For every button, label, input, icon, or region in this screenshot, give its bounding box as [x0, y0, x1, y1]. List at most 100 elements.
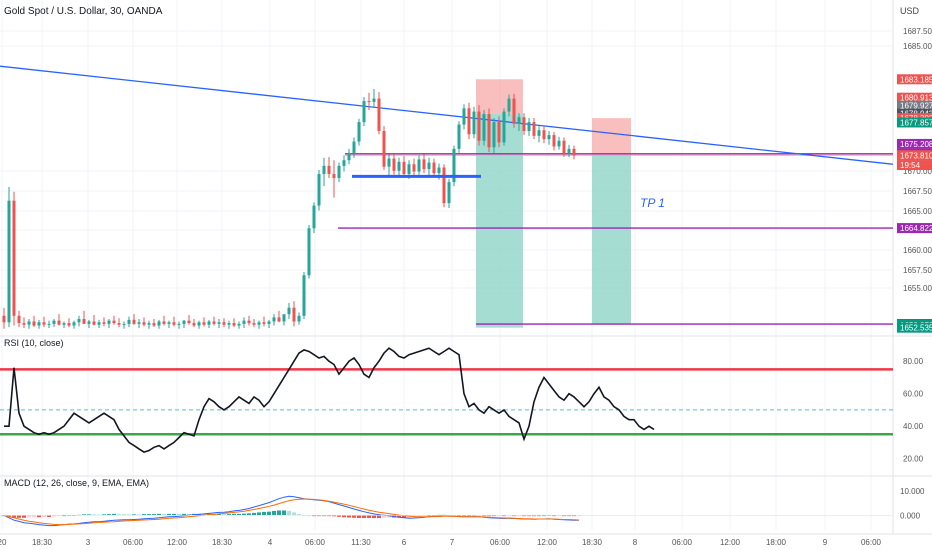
candle-body: [417, 159, 421, 172]
macd-histogram-bar: [252, 512, 256, 516]
macd-histogram-bar: [307, 515, 311, 517]
price-tick-label: 1655.000: [903, 284, 932, 293]
price-tick-label: 1687.500: [903, 27, 932, 36]
candle-body: [227, 323, 231, 325]
time-axis[interactable]: 20 18:30 3 06:00 12:00 18:30 4 06:00 11:30 6 7 06:0…: [0, 538, 882, 547]
macd-histogram-bar: [117, 514, 121, 516]
candle-body: [402, 161, 406, 174]
macd-histogram-bar: [202, 513, 206, 516]
macd-histogram-bar: [552, 515, 556, 517]
rsi-tick-label: 80.00: [903, 357, 924, 366]
candle-body: [97, 322, 101, 325]
macd-histogram-bar: [237, 513, 241, 516]
macd-histogram-bar: [57, 515, 61, 517]
time-tick-label: 7: [450, 538, 455, 547]
macd-histogram-bar: [22, 515, 26, 518]
macd-histogram-bar: [287, 510, 291, 516]
candle-body: [237, 323, 241, 326]
macd-histogram-bar: [267, 511, 271, 516]
macd-pane[interactable]: [0, 495, 893, 527]
candle-body: [142, 322, 146, 325]
time-tick-label: 8: [633, 538, 638, 547]
price-label: 1679.927: [900, 102, 932, 111]
chart-title: Gold Spot / U.S. Dollar, 30, OANDA: [4, 6, 163, 17]
macd-histogram-bar: [112, 513, 116, 516]
macd-histogram-bar: [357, 515, 361, 519]
candle-body: [552, 135, 556, 147]
macd-signal-line: [3, 498, 580, 526]
macd-histogram-bar: [557, 515, 561, 517]
candle-body: [172, 322, 176, 325]
macd-tick-label: 10.000: [900, 487, 925, 496]
candle-body: [382, 131, 386, 167]
macd-histogram-bar: [352, 515, 356, 518]
candle-body: [412, 164, 416, 172]
candle-body: [452, 148, 456, 183]
macd-legend[interactable]: MACD (12, 26, close, 9, EMA, EMA): [4, 478, 150, 488]
candle-body: [287, 307, 291, 315]
macd-histogram-bar: [527, 515, 531, 517]
take-profit-zone: [476, 113, 523, 328]
candle-body: [117, 323, 121, 325]
macd-histogram-bar: [27, 515, 31, 518]
macd-histogram-bar: [457, 515, 461, 517]
macd-histogram-bar: [387, 515, 391, 518]
candle-body: [392, 158, 396, 171]
candle-body: [302, 275, 306, 316]
candle-body: [177, 323, 181, 325]
rsi-legend[interactable]: RSI (10, close): [4, 338, 64, 348]
price-label: 1680.913: [900, 94, 932, 103]
macd-histogram-bar: [327, 515, 331, 517]
candle-body: [2, 315, 6, 323]
candle-body: [297, 315, 301, 322]
macd-histogram-bar: [82, 514, 86, 516]
candle-body: [372, 98, 376, 102]
rsi-pane[interactable]: [0, 347, 893, 453]
macd-histogram-bar: [162, 513, 166, 516]
macd-histogram-bar: [497, 515, 501, 517]
macd-histogram-bar: [542, 515, 546, 517]
macd-histogram-bar: [247, 513, 251, 516]
macd-histogram-bar: [537, 515, 541, 517]
stop-loss-zone: [476, 79, 523, 114]
candle-body: [362, 101, 366, 123]
macd-histogram-bar: [37, 515, 41, 518]
candle-body: [457, 124, 461, 149]
macd-histogram-bar: [347, 515, 351, 518]
price-axis[interactable]: 1687.500 1685.000 1670.000 1667.500 1665.000…: [897, 27, 932, 520]
candle-body: [317, 173, 321, 206]
time-tick-label: 12:00: [720, 538, 741, 547]
candle-body: [507, 98, 511, 112]
price-label-bg: [897, 117, 932, 128]
macd-histogram-bar: [337, 515, 341, 517]
candle-body: [307, 228, 311, 276]
macd-histogram-bar: [517, 515, 521, 517]
macd-histogram-bar: [462, 515, 466, 517]
candle-body: [242, 320, 246, 324]
candle-body: [87, 321, 91, 324]
candle-body: [47, 323, 51, 325]
macd-histogram-bar: [317, 515, 321, 517]
candle-body: [427, 162, 431, 170]
macd-histogram-bar: [157, 513, 161, 516]
candle-body: [512, 98, 516, 124]
stop-loss-zone: [592, 118, 631, 156]
macd-histogram-bar: [62, 515, 66, 517]
macd-histogram-bar: [492, 515, 496, 517]
candle-body: [252, 323, 256, 325]
price-pane[interactable]: TP 1: [0, 65, 894, 329]
candle-body: [292, 307, 296, 322]
candle-body: [162, 321, 166, 324]
candle-body: [312, 205, 316, 229]
macd-histogram-bar: [342, 515, 346, 518]
price-label-bg: [897, 138, 932, 149]
time-tick-label: 06:00: [305, 538, 326, 547]
candle-body: [442, 167, 446, 204]
macd-histogram-bar: [187, 513, 191, 516]
macd-histogram-bar: [182, 513, 186, 516]
currency-label: USD: [900, 6, 920, 16]
macd-histogram-bar: [422, 515, 426, 517]
macd-histogram-bar: [487, 515, 491, 517]
candle-body: [187, 320, 191, 324]
